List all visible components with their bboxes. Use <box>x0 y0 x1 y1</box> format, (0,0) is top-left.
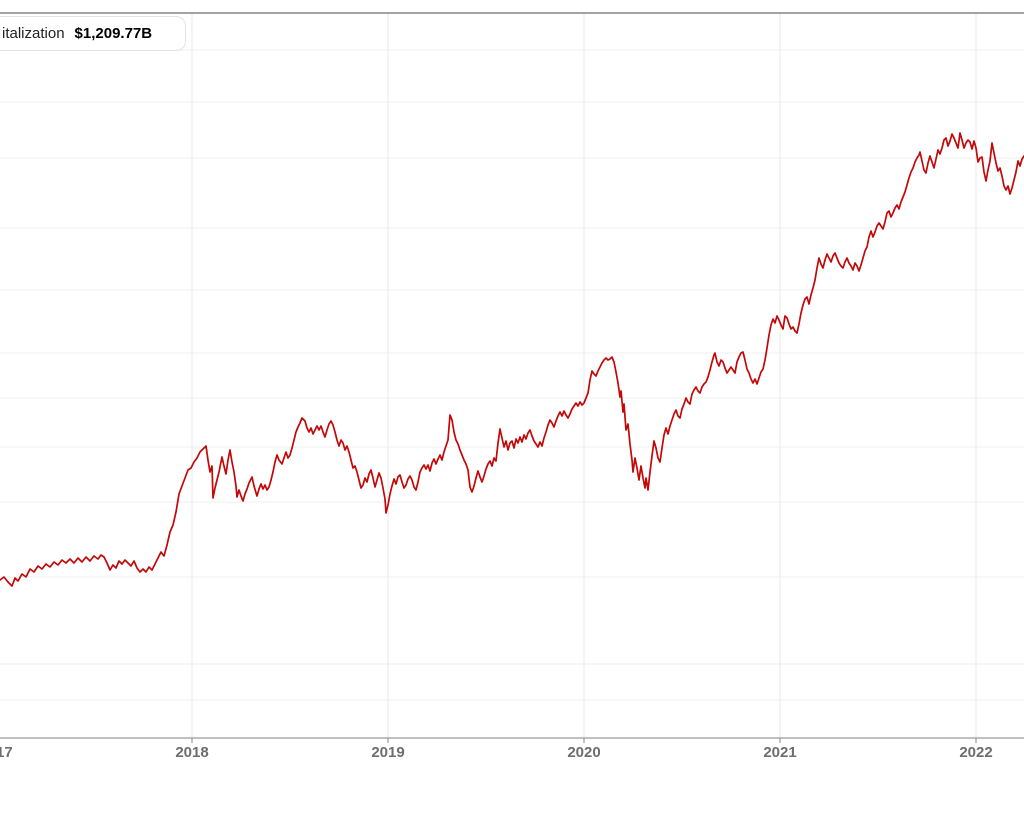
x-tick-label-2021: 2021 <box>763 744 797 761</box>
legend-tooltip: italization $1,209.77B <box>0 16 186 51</box>
x-tick-label-2019: 2019 <box>371 744 405 761</box>
chart-plot-area[interactable] <box>0 0 1024 745</box>
x-tick-label-2022: 2022 <box>959 744 993 761</box>
x-tick-label-2017: 2017 <box>0 744 13 761</box>
legend-series-label: italization <box>2 25 65 42</box>
top-border-line <box>0 12 1024 14</box>
x-tick-label-2018: 2018 <box>175 744 209 761</box>
legend-value: $1,209.77B <box>74 25 153 42</box>
market-cap-line <box>0 132 1024 587</box>
x-axis-label-row: 2017 2018 2019 2020 2021 2022 <box>0 744 1024 766</box>
x-tick-label-2020: 2020 <box>567 744 601 761</box>
